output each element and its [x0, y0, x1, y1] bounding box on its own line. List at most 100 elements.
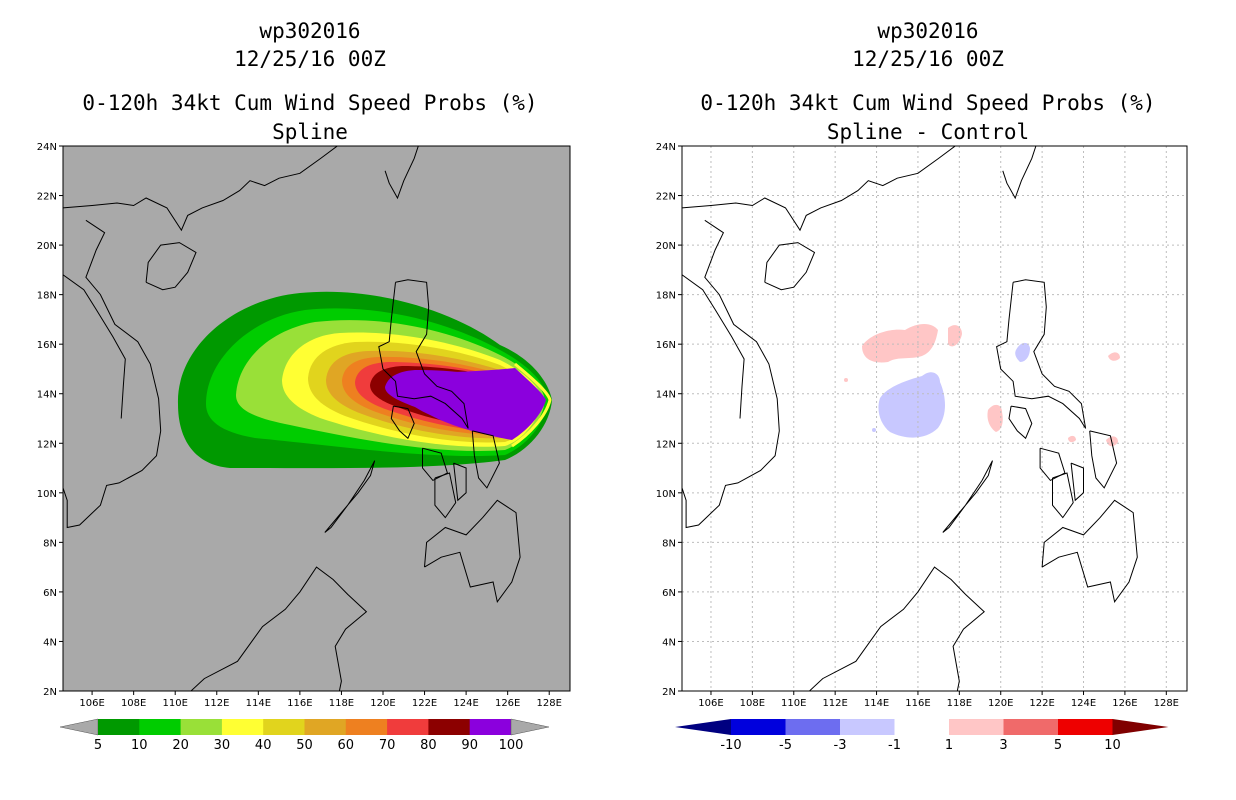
colorbar-label: 70 [379, 738, 396, 753]
colorbar-label: 5 [94, 738, 102, 753]
left-product-title: 0-120h 34kt Cum Wind Speed Probs (%) [82, 91, 538, 115]
coastline [682, 146, 956, 232]
coastline [390, 405, 415, 440]
lat-tick-label: 6N [662, 588, 676, 599]
lat-tick-label: 16N [37, 340, 57, 351]
lon-tick-label: 106E [79, 698, 104, 709]
colorbar-label: 30 [214, 738, 231, 753]
diff-pos-2 [948, 325, 962, 347]
coastline [1002, 146, 1037, 200]
coastline [1089, 430, 1118, 489]
colorbar-swatch [894, 719, 950, 735]
coastline [783, 566, 985, 691]
colorbar-label: -1 [888, 738, 901, 753]
coastline [1052, 472, 1074, 519]
coastline [63, 146, 338, 232]
diff-pos-1 [862, 324, 938, 363]
colorbar-label: 60 [338, 738, 355, 753]
colorbar-label: 90 [461, 738, 478, 753]
lat-tick-label: 4N [662, 637, 676, 648]
lat-tick-label: 14N [656, 390, 676, 401]
colorbar-swatch [428, 719, 471, 735]
diff-neg-1 [878, 372, 945, 438]
lon-tick-label: 112E [204, 698, 229, 709]
lat-tick-label: 14N [37, 390, 57, 401]
colorbar-swatch [139, 719, 182, 735]
coastline [164, 566, 368, 691]
colorbar-extend-right [1112, 719, 1169, 735]
colorbar-label: -5 [779, 738, 792, 753]
colorbar-swatch [1003, 719, 1059, 735]
colorbar-label: 100 [499, 738, 524, 753]
coastline [764, 242, 816, 291]
coastline [453, 462, 467, 502]
lon-tick-label: 124E [1071, 698, 1096, 709]
lon-tick-label: 116E [287, 698, 312, 709]
colorbar-label: -3 [834, 738, 847, 753]
colorbar-swatch [469, 719, 512, 735]
colorbar-swatch [98, 719, 140, 735]
lat-tick-label: 8N [662, 538, 676, 549]
right-map-frame [681, 145, 1188, 692]
coastline [63, 274, 126, 419]
lon-tick-label: 128E [537, 698, 562, 709]
lat-tick-label: 18N [656, 291, 676, 302]
lat-tick-label: 22N [656, 192, 676, 203]
colorbar-swatch [304, 719, 347, 735]
diff-neg-2 [1015, 342, 1030, 362]
colorbar-label: 10 [1104, 738, 1121, 753]
coastline [384, 146, 419, 200]
lat-tick-label: 16N [656, 340, 676, 351]
diff-pos-7 [844, 378, 848, 382]
lon-tick-label: 114E [864, 698, 889, 709]
left-colorbar: 5 10 20 30 40 50 60 70 80 90 100 [59, 718, 550, 753]
colorbar-label: 40 [255, 738, 272, 753]
colorbar-label: 5 [1054, 738, 1062, 753]
lat-tick-label: 2N [662, 687, 676, 698]
lat-tick-label: 24N [656, 142, 676, 153]
colorbar-label: 3 [999, 738, 1007, 753]
lon-tick-label: 118E [329, 698, 354, 709]
right-coastlines [682, 146, 1138, 691]
lon-tick-label: 126E [1112, 698, 1137, 709]
colorbar-label: 50 [296, 738, 313, 753]
right-axes: 106E 108E 110E 112E 114E 116E 118E 120E 122E 124E… [656, 142, 1179, 709]
lon-tick-label: 120E [988, 698, 1013, 709]
colorbar-swatch [345, 719, 388, 735]
coastline [434, 472, 457, 519]
lon-tick-label: 122E [1029, 698, 1054, 709]
colorbar-label: 10 [131, 738, 148, 753]
colorbar-swatch [221, 719, 264, 735]
left-datetime: 12/25/16 00Z [234, 47, 386, 71]
lon-tick-label: 116E [905, 698, 930, 709]
lon-tick-label: 126E [495, 698, 520, 709]
colorbar-extend-left [59, 718, 99, 736]
diff-pos-4 [1108, 352, 1120, 361]
left-method-title: Spline [272, 120, 348, 144]
lon-tick-label: 110E [163, 698, 188, 709]
lon-tick-label: 120E [370, 698, 395, 709]
colorbar-label: 80 [420, 738, 437, 753]
lon-tick-label: 108E [740, 698, 765, 709]
colorbar-swatch [263, 719, 305, 735]
left-map-frame [62, 145, 571, 692]
lat-tick-label: 20N [656, 241, 676, 252]
lat-tick-label: 18N [37, 291, 57, 302]
right-product-title: 0-120h 34kt Cum Wind Speed Probs (%) [700, 91, 1156, 115]
right-method-title: Spline - Control [826, 120, 1030, 144]
lon-tick-label: 114E [246, 698, 271, 709]
lat-tick-label: 4N [43, 637, 57, 648]
diff-neg-3 [872, 428, 876, 432]
lon-tick-label: 122E [412, 698, 437, 709]
lat-tick-label: 2N [43, 687, 57, 698]
colorbar-label: -10 [720, 738, 741, 753]
right-difference-field [844, 324, 1120, 447]
colorbar-swatch [840, 719, 895, 735]
colorbar-swatch [387, 719, 429, 735]
coastline [1041, 499, 1138, 604]
diff-pos-3 [987, 404, 1003, 432]
lon-tick-label: 108E [121, 698, 146, 709]
right-storm-id: wp302016 [877, 19, 979, 43]
lat-tick-label: 10N [37, 489, 57, 500]
left-coastlines [63, 146, 521, 691]
